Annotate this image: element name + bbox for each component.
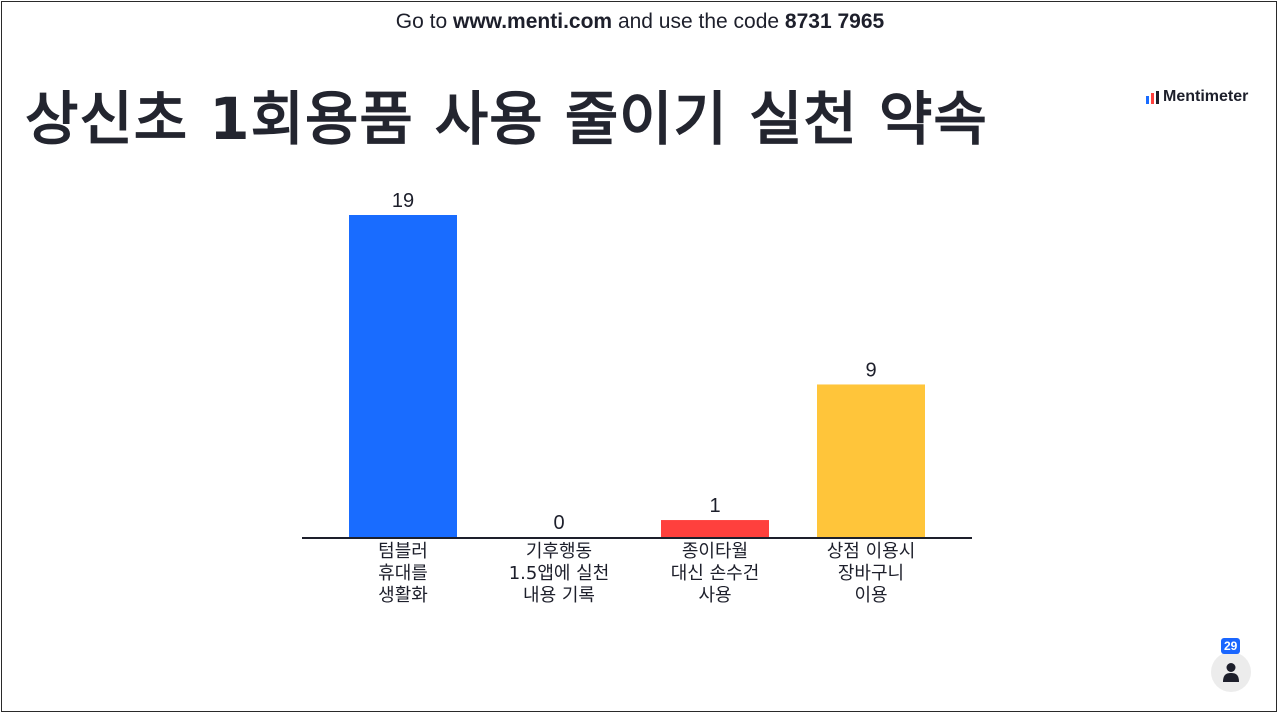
join-code: 8731 7965 <box>784 10 885 33</box>
bar-3 <box>661 520 769 537</box>
mentimeter-logo: Mentimeter <box>1146 88 1248 106</box>
mentimeter-bars-icon <box>1146 90 1159 104</box>
join-instructions: Go to www.menti.com and use the code 873… <box>0 10 1280 34</box>
bar-value-label-2: 0 <box>553 512 564 534</box>
person-icon <box>1223 663 1239 682</box>
join-prefix: Go to <box>395 10 448 33</box>
category-label-1: 텀블러 휴대를 생활화 <box>378 541 428 606</box>
bar-value-label-4: 9 <box>865 359 876 381</box>
brand-name: Mentimeter <box>1163 88 1249 105</box>
participants-button[interactable] <box>1211 652 1251 692</box>
bar-4 <box>817 384 925 537</box>
join-url[interactable]: www.menti.com <box>453 10 613 33</box>
category-label-4: 상점 이용시 장바구니 이용 <box>827 541 916 606</box>
join-middle: and use the code <box>617 10 780 33</box>
bar-1 <box>349 215 457 537</box>
slide-title: 상신초 1회용품 사용 줄이기 실천 약속 <box>25 85 988 153</box>
category-label-2: 기후행동 1.5앱에 실천 내용 기록 <box>509 541 610 606</box>
participant-count-badge: 29 <box>1221 638 1241 654</box>
bar-value-label-3: 1 <box>709 495 720 517</box>
category-label-3: 종이타월 대신 손수건 사용 <box>671 541 760 606</box>
bar-value-label-1: 19 <box>392 190 414 212</box>
